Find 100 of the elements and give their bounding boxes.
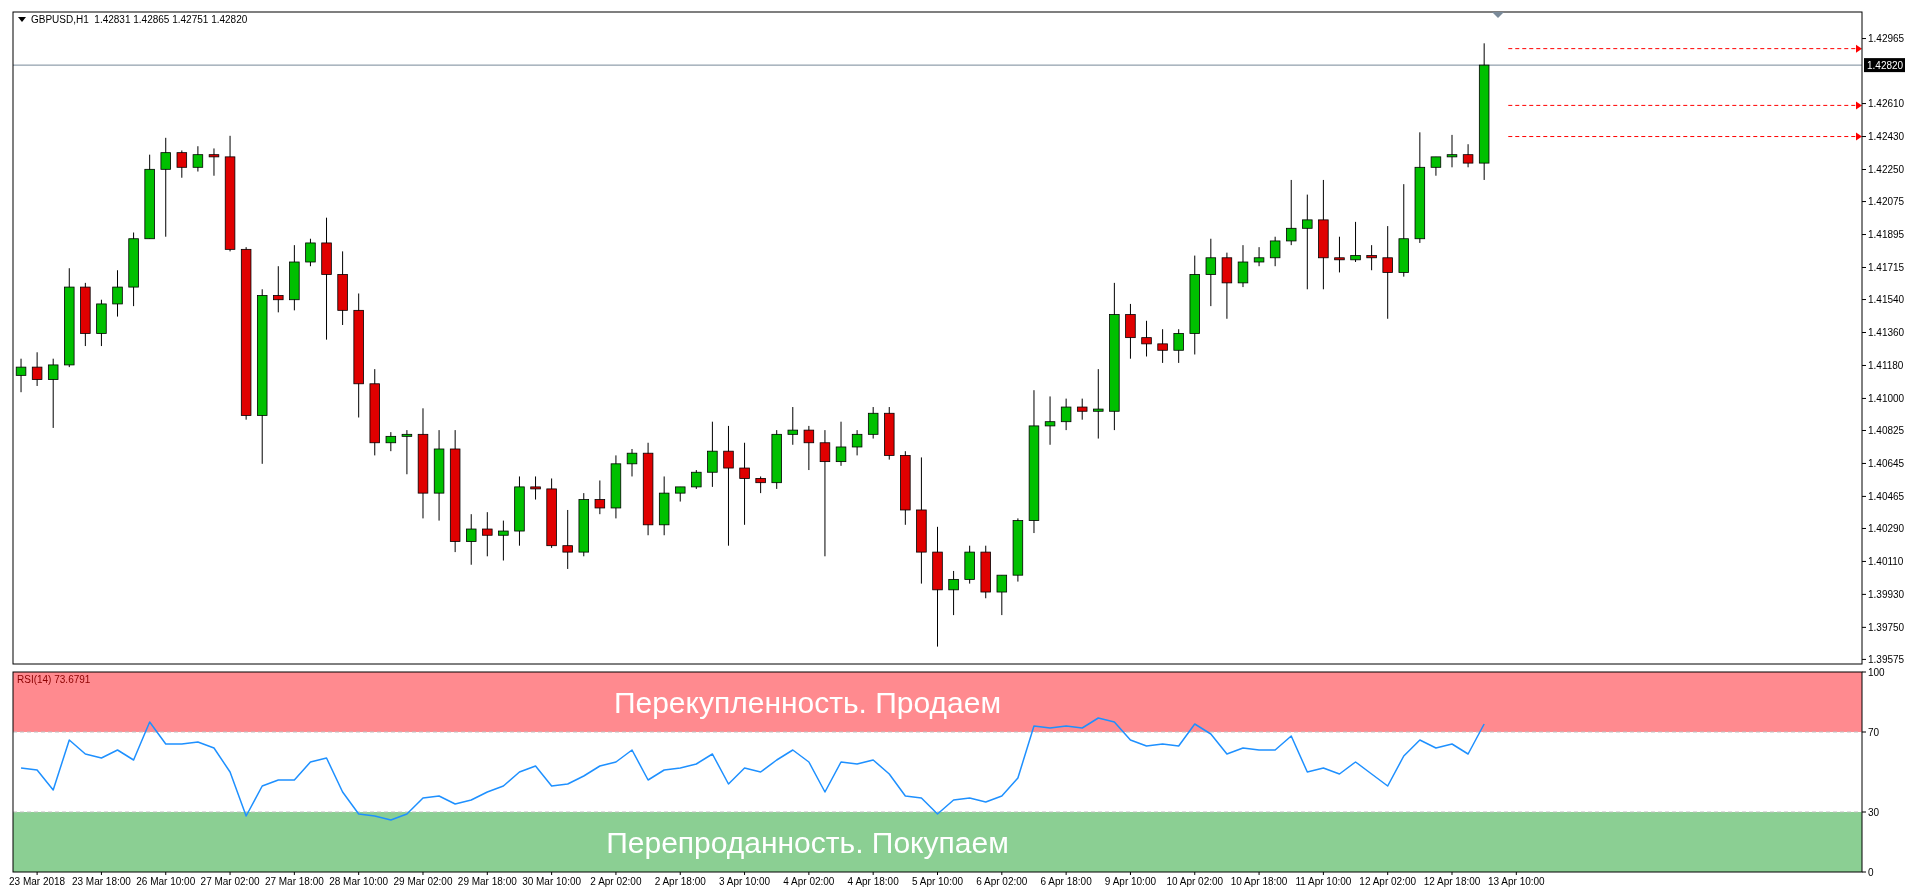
y-tick-label: 1.40110	[1868, 555, 1904, 567]
x-tick-label: 23 Mar 18:00	[71, 876, 132, 887]
x-tick-label: 27 Mar 02:00	[200, 876, 260, 887]
line-series	[20, 717, 1485, 821]
candlestick	[626, 448, 638, 477]
candlestick	[498, 520, 509, 562]
candlestick	[723, 425, 734, 547]
candlestick	[867, 406, 879, 440]
y-tick-label: 1.39750	[1868, 621, 1905, 633]
y-tick-label: 1.40645	[1868, 457, 1905, 469]
candlestick	[1237, 244, 1249, 288]
band-label: Перепроданность. Покупаем	[606, 825, 1009, 859]
candlestick	[1060, 398, 1072, 431]
candlestick	[1076, 398, 1088, 421]
x-tick-label: 5 Apr 10:00	[911, 876, 964, 887]
chart-title: RSI(14) 73.6791	[17, 674, 91, 685]
candlestick	[1382, 225, 1393, 320]
x-tick-label: 4 Apr 02:00	[783, 876, 835, 887]
y-tick-label: 1.42075	[1868, 196, 1905, 208]
x-tick-label: 4 Apr 18:00	[847, 876, 900, 887]
x-tick-label: 26 Mar 10:00	[136, 876, 196, 887]
y-tick-label: 1.40825	[1868, 424, 1905, 436]
candlestick	[160, 137, 171, 238]
y-tick-label: 1.39930	[1868, 588, 1905, 600]
x-tick-label: 12 Apr 18:00	[1423, 876, 1481, 887]
candlestick	[31, 351, 43, 387]
candlestick	[1093, 368, 1104, 440]
y-tick-label: 30	[1868, 806, 1880, 818]
x-tick-label: 29 Mar 18:00	[457, 876, 518, 887]
candlestick	[594, 479, 606, 515]
candlestick	[996, 574, 1008, 616]
x-tick-label: 9 Apr 10:00	[1104, 876, 1157, 887]
y-tick-label: 100	[1868, 666, 1886, 678]
y-tick-label: 1.42430	[1868, 131, 1905, 143]
candlestick	[1334, 236, 1345, 273]
y-tick-label: 1.41000	[1868, 392, 1905, 404]
candlestick	[47, 358, 59, 429]
candlestick	[835, 421, 847, 467]
y-tick-label: 1.41360	[1868, 327, 1905, 339]
x-tick-label: 2 Apr 02:00	[590, 876, 642, 887]
candlestick	[1462, 143, 1474, 168]
candlestick	[1350, 221, 1361, 263]
candlestick	[1366, 244, 1377, 271]
x-tick-label: 13 Apr 10:00	[1487, 876, 1546, 887]
candlestick	[1157, 328, 1168, 364]
candlestick	[273, 265, 284, 313]
candlestick	[819, 429, 831, 557]
candlestick	[208, 147, 220, 177]
candlestick	[707, 421, 718, 488]
candlestick	[1446, 134, 1458, 168]
candlestick	[948, 570, 959, 616]
candlestick	[691, 469, 702, 490]
candlestick	[1430, 156, 1442, 177]
y-tick-label: 1.40290	[1868, 522, 1905, 534]
x-tick-label: 30 Mar 10:00	[522, 876, 582, 887]
candlestick	[192, 145, 204, 173]
candlestick	[562, 509, 573, 570]
x-tick-label: 10 Apr 18:00	[1230, 876, 1288, 887]
candlestick	[1205, 238, 1217, 307]
band-label: Перекупленность. Продаем	[613, 685, 1002, 719]
candlestick	[1286, 179, 1297, 246]
candlestick	[530, 475, 541, 501]
candlestick	[401, 429, 413, 475]
candlestick	[739, 442, 750, 526]
x-tick-label: 10 Apr 02:00	[1166, 876, 1224, 887]
y-tick-label: 0	[1868, 866, 1874, 878]
candlestick	[305, 238, 316, 267]
x-tick-label: 23 Mar 2018	[9, 876, 66, 887]
y-tick-label: 1.42965	[1868, 33, 1905, 45]
candlestick	[1173, 328, 1184, 364]
chart-title: GBPUSD,H1 1.42831 1.42865 1.42751 1.42820	[31, 14, 248, 25]
y-tick-label: 1.41895	[1868, 229, 1905, 241]
x-tick-label: 28 Mar 10:00	[329, 876, 389, 887]
candlestick	[466, 513, 477, 566]
candlestick	[112, 269, 123, 318]
y-tick-label: 1.41180	[1868, 359, 1904, 371]
x-tick-label: 6 Apr 18:00	[1040, 876, 1093, 887]
y-tick-label: 1.41715	[1868, 261, 1905, 273]
candlestick	[1044, 395, 1056, 446]
candlestick	[482, 511, 493, 557]
y-tick-label: 1.39575	[1868, 653, 1905, 665]
candlestick	[1253, 246, 1265, 267]
candlestick	[176, 149, 188, 179]
x-tick-label: 6 Apr 02:00	[976, 876, 1028, 887]
x-tick-label: 12 Apr 02:00	[1359, 876, 1417, 887]
x-tick-label: 2 Apr 18:00	[654, 876, 707, 887]
candlestick	[1302, 194, 1313, 290]
y-tick-label: 1.40465	[1868, 490, 1905, 502]
candlestick	[15, 358, 27, 393]
x-tick-label: 11 Apr 10:00	[1295, 876, 1352, 887]
y-tick-label: 70	[1868, 726, 1880, 738]
candlestick	[385, 431, 397, 452]
candlestick	[803, 425, 815, 471]
y-tick-label: 1.42610	[1868, 98, 1905, 110]
candlestick	[1269, 236, 1281, 267]
x-tick-label: 3 Apr 10:00	[718, 876, 771, 887]
y-tick-label: 1.41540	[1868, 294, 1905, 306]
ref-line-label: 1.42820	[1867, 59, 1904, 71]
y-tick-label: 1.42250	[1868, 164, 1905, 176]
candlestick	[851, 429, 863, 456]
